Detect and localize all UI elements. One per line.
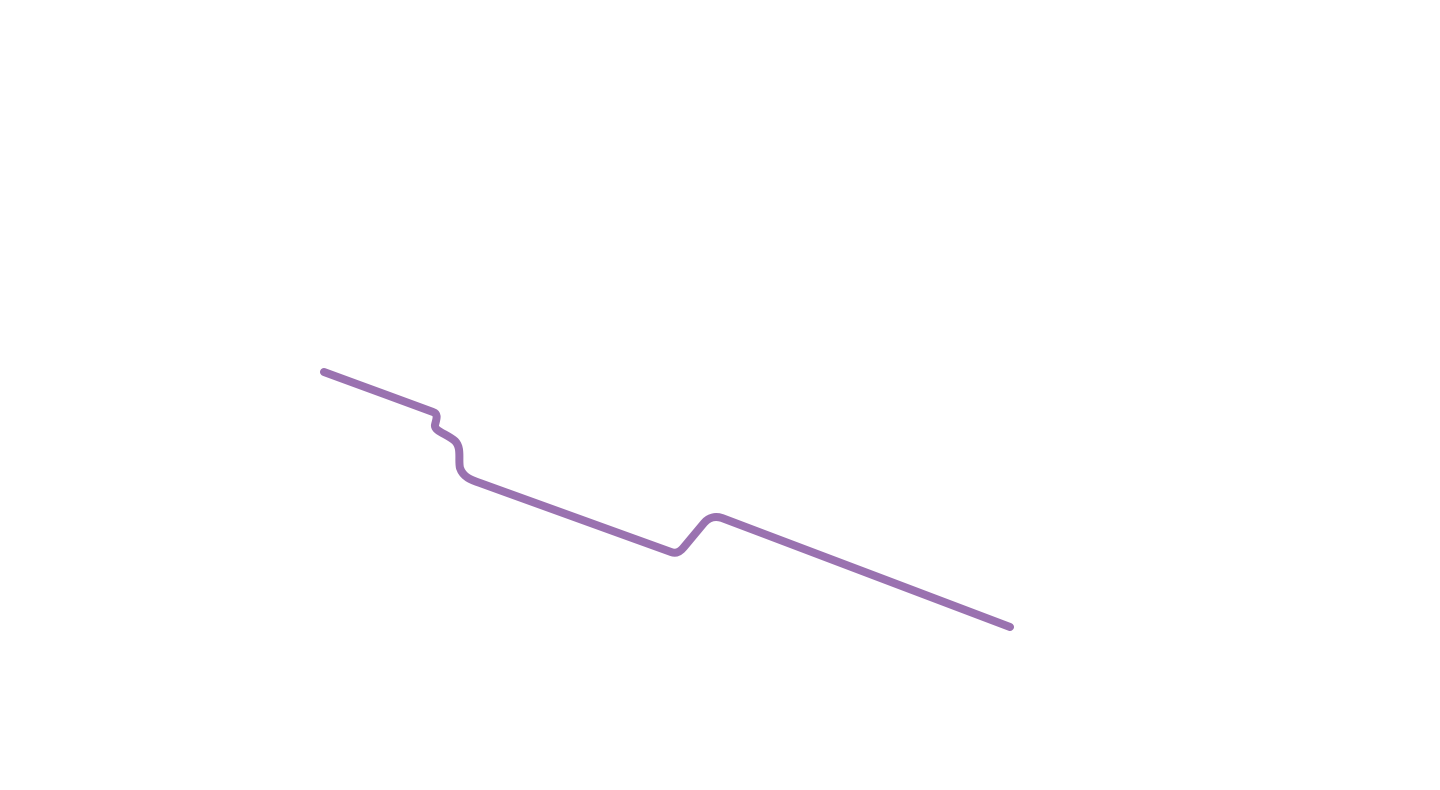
- route-line: [320, 368, 1014, 631]
